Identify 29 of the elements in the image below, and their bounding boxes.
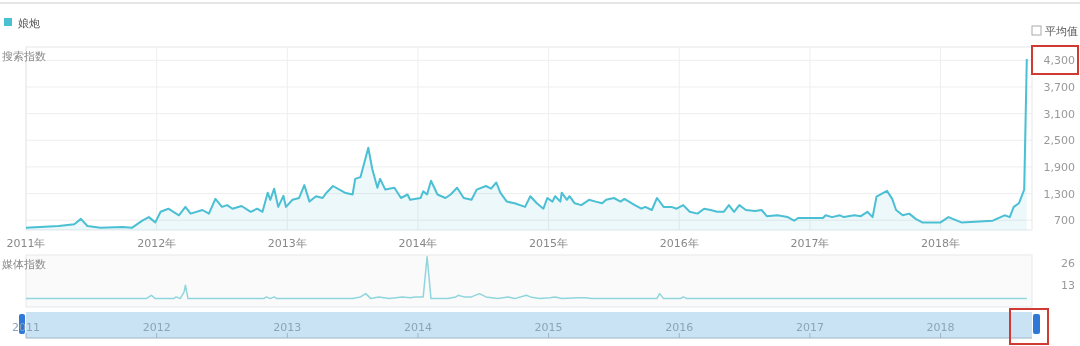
x-tick-label: 2013年 — [267, 237, 307, 250]
y-tick-label: 700 — [1054, 214, 1075, 228]
x-tick-label: 2018 — [926, 321, 955, 334]
y-tick-label: 26 — [1061, 257, 1075, 271]
y-axis-title: 搜索指数 — [2, 50, 46, 63]
y-tick-label: 3,700 — [1043, 80, 1075, 94]
x-tick-label: 2012 — [142, 321, 171, 334]
x-tick-label: 2017 — [795, 321, 824, 334]
x-tick-label: 2014 — [403, 321, 432, 334]
y-tick-label: 3,100 — [1043, 107, 1075, 121]
x-tick-label: 2016年 — [659, 237, 699, 250]
legend-label: 娘炮 — [18, 17, 40, 30]
y-tick-label: 13 — [1061, 279, 1075, 293]
x-tick-label: 2017年 — [790, 237, 830, 250]
x-tick-label: 2013 — [273, 321, 302, 334]
x-tick-label: 2015年 — [529, 237, 569, 250]
y-axis-title: 媒体指数 — [2, 258, 46, 271]
x-tick-label: 2012年 — [137, 237, 177, 250]
x-tick-label: 2014年 — [398, 237, 438, 250]
y-tick-label: 4,300 — [1043, 54, 1075, 68]
x-tick-label: 2016 — [665, 321, 694, 334]
y-tick-label: 1,300 — [1043, 187, 1075, 201]
x-tick-label: 2015 — [534, 321, 563, 334]
x-tick-label: 2011年 — [6, 237, 46, 250]
line-series — [25, 255, 1028, 300]
y-tick-label: 2,500 — [1043, 134, 1075, 148]
x-tick-label: 2018年 — [921, 237, 961, 250]
y-tick-label: 1,900 — [1043, 160, 1075, 174]
text: 平均值 — [1045, 25, 1078, 38]
